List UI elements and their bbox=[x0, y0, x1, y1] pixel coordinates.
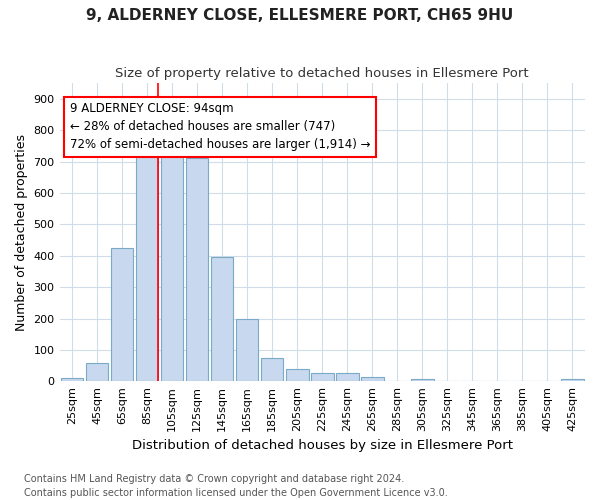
Text: 9 ALDERNEY CLOSE: 94sqm
← 28% of detached houses are smaller (747)
72% of semi-d: 9 ALDERNEY CLOSE: 94sqm ← 28% of detache… bbox=[70, 102, 371, 152]
Bar bbox=[261, 358, 283, 382]
Bar bbox=[236, 319, 259, 382]
Bar bbox=[136, 152, 158, 382]
Bar bbox=[111, 248, 133, 382]
Title: Size of property relative to detached houses in Ellesmere Port: Size of property relative to detached ho… bbox=[115, 68, 529, 80]
Text: 9, ALDERNEY CLOSE, ELLESMERE PORT, CH65 9HU: 9, ALDERNEY CLOSE, ELLESMERE PORT, CH65 … bbox=[86, 8, 514, 22]
Bar bbox=[186, 158, 208, 382]
Bar bbox=[336, 374, 359, 382]
X-axis label: Distribution of detached houses by size in Ellesmere Port: Distribution of detached houses by size … bbox=[132, 440, 513, 452]
Text: Contains HM Land Registry data © Crown copyright and database right 2024.
Contai: Contains HM Land Registry data © Crown c… bbox=[24, 474, 448, 498]
Bar bbox=[211, 258, 233, 382]
Y-axis label: Number of detached properties: Number of detached properties bbox=[15, 134, 28, 330]
Bar bbox=[561, 379, 584, 382]
Bar bbox=[311, 373, 334, 382]
Bar bbox=[286, 368, 308, 382]
Bar bbox=[161, 154, 184, 382]
Bar bbox=[86, 363, 109, 382]
Bar bbox=[61, 378, 83, 382]
Bar bbox=[411, 379, 434, 382]
Bar bbox=[361, 377, 383, 382]
